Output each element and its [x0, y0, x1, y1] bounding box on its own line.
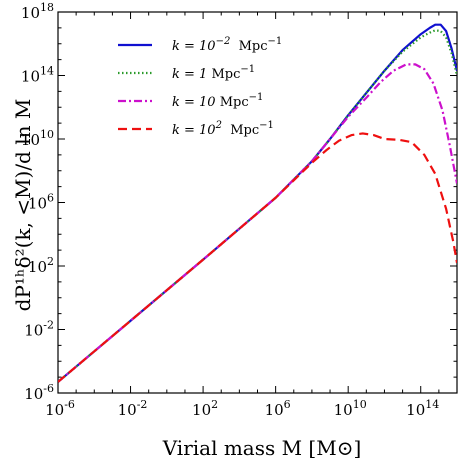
x-tick-label: 10-2: [118, 398, 148, 419]
plot-frame: [57, 11, 458, 394]
series-line-3: [58, 63, 457, 383]
legend-label-3: k = 10 Mpc−1: [172, 92, 263, 110]
x-tick-label: 1010: [334, 398, 367, 419]
legend-label-4: k = 102 Mpc−1: [172, 120, 274, 138]
legend: k = 10−2 Mpc−1 k = 1 Mpc−1 k = 10 Mpc−1 k =…: [118, 36, 282, 138]
ticks-group: [57, 11, 458, 394]
series-group: [58, 23, 457, 383]
x-axis-title: Virial mass M [M⊙]: [162, 436, 362, 460]
x-tick-label: 10-6: [45, 398, 75, 419]
series-line-4: [58, 132, 457, 383]
y-tick-label: 1018: [21, 1, 54, 22]
y-axis-title: dP¹ʰδ²(k, <M)/d ln M: [11, 99, 35, 312]
tick-labels: 10-6 10-2 102 106 1010 1014 10-6 10-2 102 106 1010…: [21, 1, 439, 419]
x-tick-label: 1014: [406, 398, 439, 419]
y-tick-label: 10-6: [24, 382, 54, 403]
x-tick-label: 106: [265, 398, 291, 419]
legend-label-1: k = 10−2 Mpc−1: [172, 36, 282, 54]
y-tick-label: 102: [28, 255, 54, 276]
series-line-2: [58, 29, 457, 383]
y-tick-label: 106: [28, 192, 54, 213]
series-line-1: [58, 23, 457, 383]
x-tick-label: 102: [192, 398, 218, 419]
y-tick-label: 1014: [21, 65, 54, 86]
legend-label-2: k = 1 Mpc−1: [172, 64, 255, 82]
y-tick-label: 1010: [21, 128, 54, 149]
y-tick-label: 10-2: [24, 319, 54, 340]
